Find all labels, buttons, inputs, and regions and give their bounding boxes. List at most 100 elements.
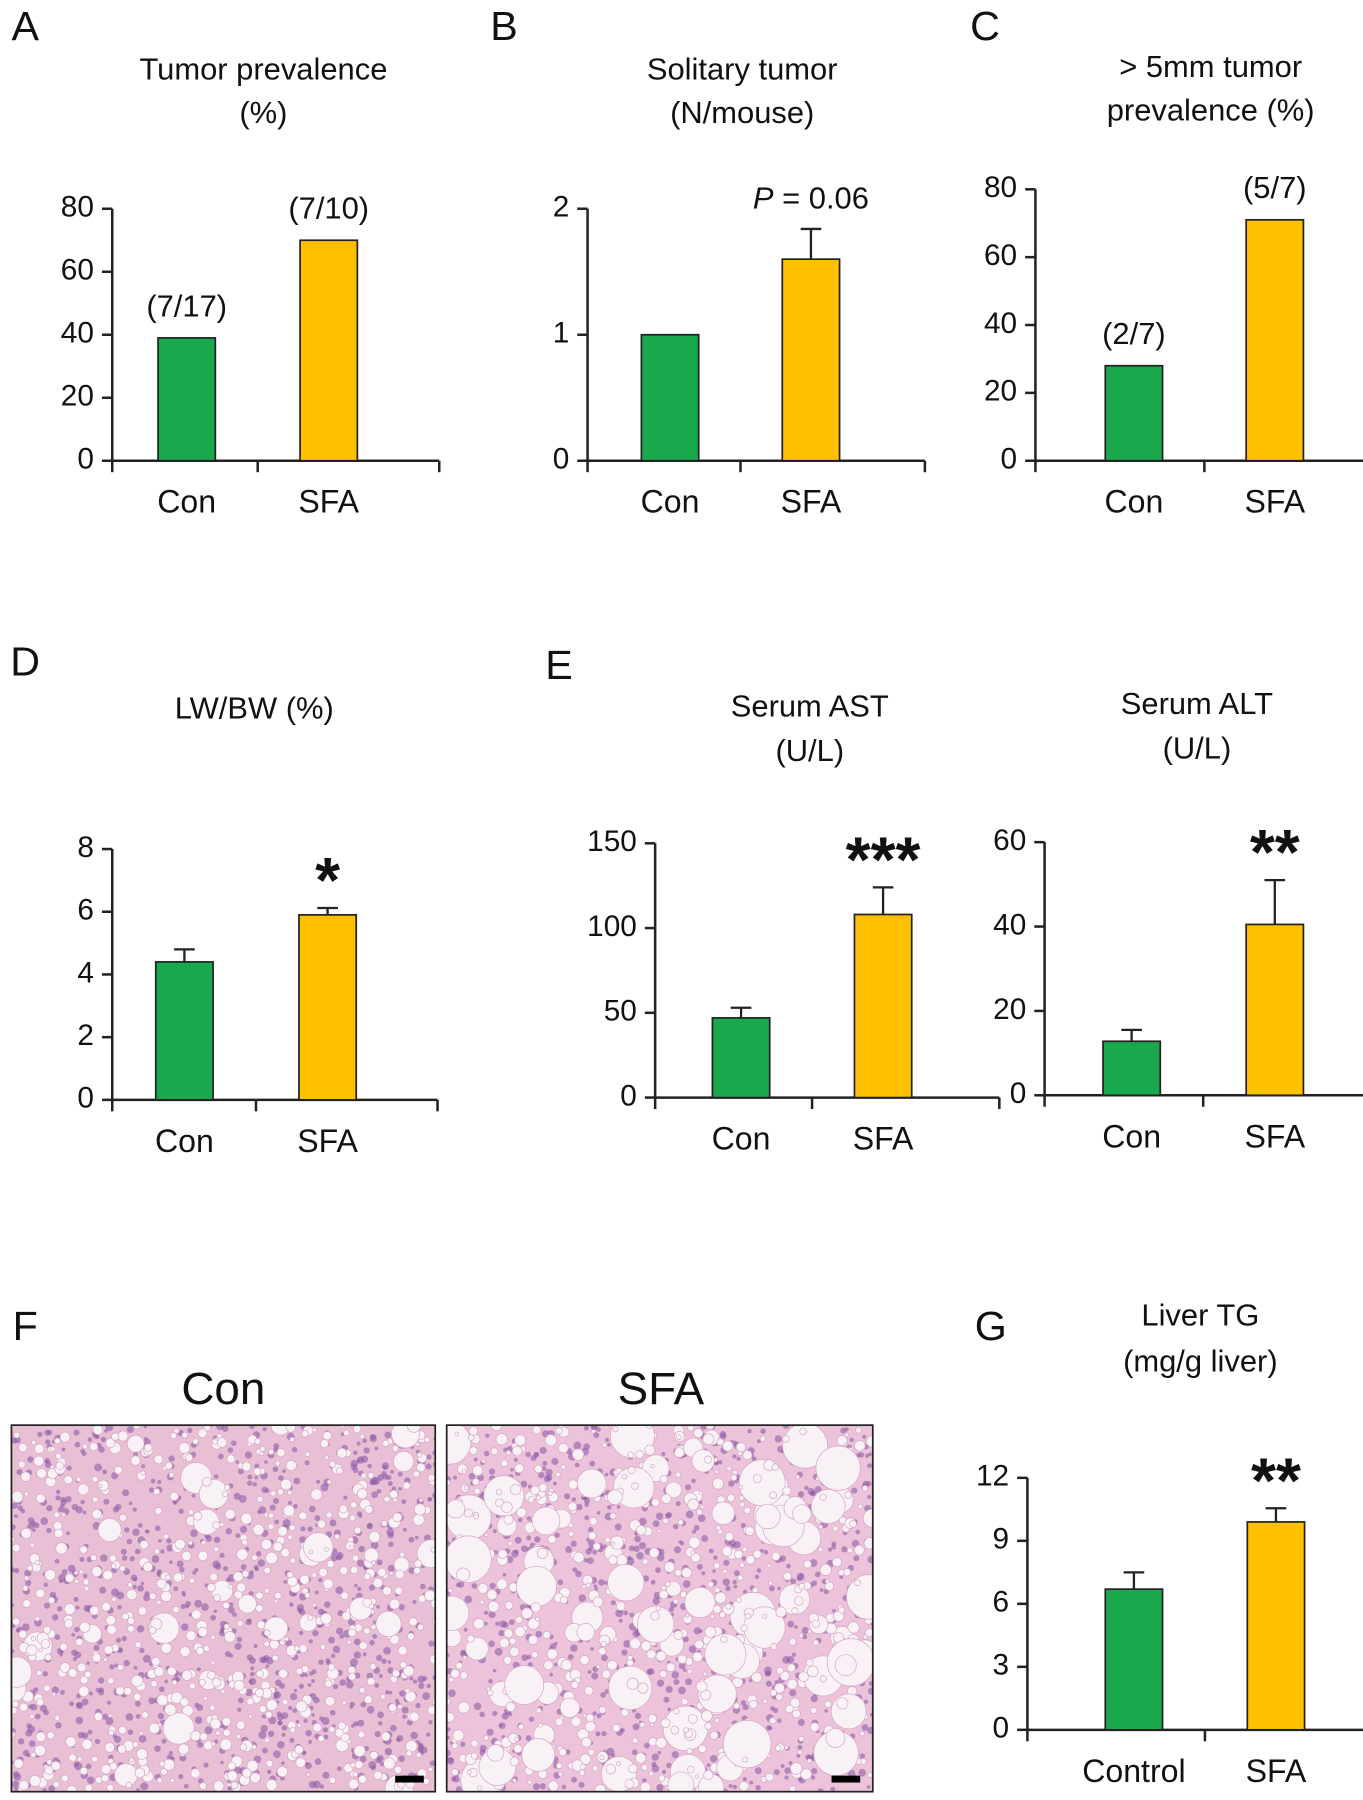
nucleus	[156, 1571, 160, 1575]
vacuole	[108, 1730, 114, 1736]
nucleus	[339, 1634, 344, 1639]
nucleus	[292, 1447, 298, 1453]
vacuole	[117, 1665, 123, 1671]
nucleus	[409, 1676, 413, 1680]
vacuole	[428, 1474, 435, 1481]
nucleus	[265, 1665, 269, 1669]
vacuole	[680, 1591, 687, 1598]
vacuole	[860, 1731, 865, 1736]
nucleus	[14, 1773, 22, 1781]
vacuole	[394, 1766, 402, 1774]
vacuole	[60, 1643, 67, 1650]
vacuole	[199, 1679, 205, 1685]
bar	[782, 259, 839, 461]
nucleus	[862, 1435, 866, 1439]
nucleus	[575, 1571, 582, 1578]
vacuole	[512, 1779, 516, 1783]
vacuole	[278, 1526, 288, 1536]
vacuole	[593, 1597, 603, 1607]
vacuole	[268, 1513, 273, 1518]
vacuole	[382, 1440, 388, 1446]
nucleus	[617, 1505, 621, 1509]
vacuole	[799, 1672, 809, 1682]
nucleus	[308, 1740, 312, 1744]
vacuole	[536, 1495, 541, 1500]
nucleus	[235, 1533, 240, 1538]
nucleus	[479, 1712, 485, 1718]
vacuole	[154, 1489, 160, 1495]
vacuole	[211, 1635, 215, 1639]
vacuole	[277, 1489, 283, 1495]
nucleus	[663, 1697, 669, 1703]
vacuole	[313, 1723, 322, 1732]
vacuole	[140, 1540, 148, 1548]
y-tick-label: 20	[993, 993, 1026, 1026]
vacuole	[804, 1560, 812, 1568]
vacuole	[538, 1723, 542, 1727]
nucleus	[181, 1623, 188, 1630]
vacuole	[428, 1767, 432, 1771]
vacuole	[582, 1585, 586, 1589]
vacuole	[207, 1671, 215, 1679]
nucleus	[390, 1470, 394, 1474]
nucleus	[214, 1474, 219, 1479]
nucleus	[489, 1468, 495, 1474]
vacuole	[743, 1451, 752, 1460]
vacuole	[277, 1449, 285, 1457]
vacuole	[12, 1544, 20, 1552]
x-tick-label: Control	[1082, 1753, 1185, 1789]
histology-image	[428, 1414, 891, 1800]
bar	[854, 915, 911, 1098]
vacuole	[18, 1461, 25, 1468]
nucleus	[543, 1461, 548, 1466]
vacuole	[501, 1502, 512, 1513]
nucleus	[261, 1725, 268, 1732]
vacuole	[741, 1625, 748, 1632]
nucleus	[159, 1686, 165, 1692]
vacuole	[266, 1779, 277, 1790]
vacuole	[266, 1760, 273, 1767]
vacuole	[610, 1513, 616, 1519]
nucleus	[143, 1594, 150, 1601]
vacuole	[36, 1732, 46, 1742]
vacuole	[417, 1453, 421, 1457]
nucleus	[257, 1510, 261, 1514]
vacuole	[681, 1698, 688, 1705]
vacuole	[119, 1726, 127, 1734]
vacuole	[752, 1587, 758, 1593]
vacuole	[189, 1683, 195, 1689]
y-tick-label: 0	[1010, 1077, 1027, 1110]
vacuole	[464, 1485, 468, 1489]
y-tick-label: 0	[1001, 443, 1018, 476]
vacuole	[769, 1717, 776, 1724]
nucleus	[766, 1681, 772, 1687]
vacuole	[689, 1537, 700, 1548]
nucleus	[412, 1600, 416, 1604]
nucleus	[572, 1497, 576, 1501]
nucleus	[132, 1529, 139, 1536]
vacuole	[510, 1757, 519, 1766]
vacuole	[142, 1712, 149, 1719]
nucleus	[232, 1612, 237, 1617]
vacuole	[321, 1613, 332, 1624]
vacuole	[45, 1654, 52, 1661]
nucleus	[636, 1552, 643, 1559]
nucleus	[139, 1735, 147, 1743]
nucleus	[60, 1690, 65, 1695]
vacuole	[200, 1783, 207, 1790]
nucleus	[228, 1447, 234, 1453]
nucleus	[388, 1542, 393, 1547]
vacuole	[845, 1491, 852, 1498]
nucleus	[265, 1488, 270, 1493]
vacuole	[772, 1464, 779, 1471]
vacuole	[662, 1494, 672, 1504]
nucleus	[527, 1516, 532, 1521]
nucleus	[259, 1656, 266, 1663]
vacuole	[1, 1657, 32, 1688]
nucleus	[529, 1717, 534, 1722]
nucleus	[299, 1609, 305, 1615]
nucleus	[146, 1530, 149, 1533]
vacuole	[561, 1465, 566, 1470]
nucleus	[755, 1575, 759, 1579]
nucleus	[858, 1769, 866, 1777]
